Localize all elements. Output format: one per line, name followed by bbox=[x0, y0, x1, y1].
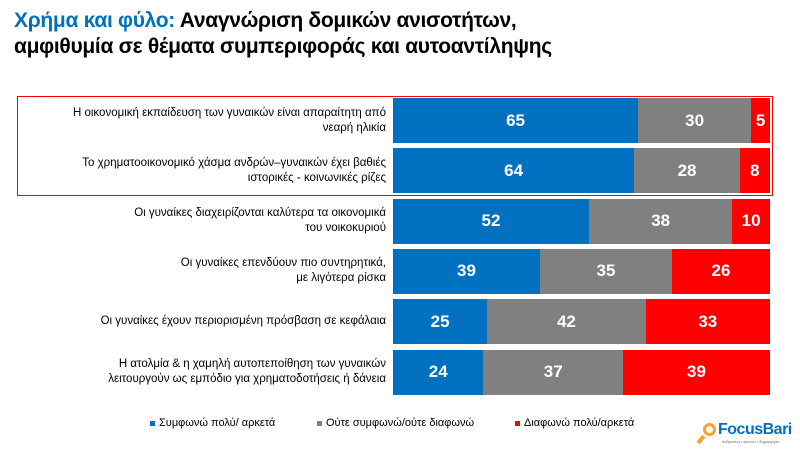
legend-swatch bbox=[317, 420, 322, 426]
data-label: 38 bbox=[651, 211, 671, 231]
category-label: Η ατολμία & η χαμηλή αυτοπεποίθηση των γ… bbox=[20, 350, 386, 395]
data-label: 26 bbox=[711, 261, 731, 281]
title-highlight: Χρήμα και φύλο: bbox=[14, 9, 175, 32]
category-label-line: λειτουργούν ως εμπόδιο για χρηματοδοτήσε… bbox=[108, 373, 386, 385]
category-label-line: Οι γυναίκες έχουν περιορισμένη πρόσβαση … bbox=[100, 315, 386, 328]
bar-segment: 25 bbox=[393, 299, 488, 345]
data-label: 37 bbox=[543, 362, 563, 381]
bar-segment: 30 bbox=[638, 98, 752, 143]
data-label: 35 bbox=[596, 261, 616, 281]
data-label: 33 bbox=[698, 311, 718, 331]
legend-item: Ούτε συμφωνώ/ούτε διαφωνώ bbox=[317, 417, 474, 429]
title-line2: αμφιθυμία σε θέματα συμπεριφοράς και αυτ… bbox=[14, 35, 552, 58]
data-label: 24 bbox=[428, 362, 448, 381]
category-label-line: με λιγότερα ρίσκα bbox=[296, 272, 386, 285]
bar-segment: 65 bbox=[393, 98, 639, 143]
bar-segment: 39 bbox=[393, 248, 541, 294]
data-label: 30 bbox=[685, 110, 705, 130]
category-label-line: Η ατολμία & η χαμηλή αυτοπεποίθηση των γ… bbox=[118, 358, 386, 370]
magnifier-handle bbox=[696, 434, 706, 445]
logo-name: FocusBari bbox=[718, 421, 792, 438]
data-label: 25 bbox=[430, 311, 450, 331]
category-label-line: Οι γυναίκες επενδύουν πιο συντηρητικά, bbox=[180, 257, 386, 270]
legend-label: Συμφωνώ πολύ/ αρκετά bbox=[159, 417, 276, 429]
title-line1: Αναγνώριση δομικών ανισοτήτων, bbox=[175, 9, 517, 32]
bar-segment: 10 bbox=[732, 198, 770, 244]
category-label: Το χρηματοοικονομικό χάσμα ανδρών–γυναικ… bbox=[20, 148, 386, 193]
legend-item: Συμφωνώ πολύ/ αρκετά bbox=[150, 417, 275, 429]
legend-item: Διαφωνώ πολύ/αρκετά bbox=[515, 417, 634, 429]
legend-swatch bbox=[150, 420, 155, 426]
page-title: Χρήμα και φύλο: Αναγνώριση δομικών ανισο… bbox=[14, 8, 552, 60]
data-label: 65 bbox=[506, 110, 525, 130]
data-label: 39 bbox=[457, 261, 476, 281]
bar-segment: 52 bbox=[393, 198, 590, 244]
legend-label: Διαφωνώ πολύ/αρκετά bbox=[524, 417, 635, 429]
bar-segment: 33 bbox=[645, 299, 770, 345]
data-label: 5 bbox=[755, 110, 766, 130]
bar-segment: 28 bbox=[634, 148, 740, 194]
category-label-line: Το χρηματοοικονομικό χάσμα ανδρών–γυναικ… bbox=[82, 156, 386, 169]
bar-segment: 8 bbox=[739, 148, 770, 194]
bar-segment: 35 bbox=[540, 248, 672, 294]
data-label: 8 bbox=[750, 160, 760, 180]
data-label: 52 bbox=[481, 211, 501, 231]
bar-segment: 64 bbox=[393, 148, 635, 194]
category-label-line: νεαρή ηλικία bbox=[322, 121, 386, 134]
category-label: Η οικονομική εκπαίδευση των γυναικών είν… bbox=[20, 98, 386, 143]
bar-segment: 26 bbox=[671, 248, 770, 294]
stacked-bar-chart: Η οικονομική εκπαίδευση των γυναικών είν… bbox=[20, 98, 770, 395]
data-label: 10 bbox=[741, 211, 761, 231]
data-label: 42 bbox=[556, 311, 576, 331]
data-label: 64 bbox=[504, 160, 524, 180]
category-label-line: Η οικονομική εκπαίδευση των γυναικών είν… bbox=[72, 106, 386, 119]
category-label: Οι γυναίκες έχουν περιορισμένη πρόσβαση … bbox=[20, 299, 386, 344]
logo-tagline: άνθρωποι • έρευνα • δημιουργία bbox=[722, 439, 779, 444]
category-label-line: ιστορικές - κοινωνικές ρίζες bbox=[247, 171, 386, 184]
bar-segment: 5 bbox=[751, 98, 770, 143]
highlight-box bbox=[17, 96, 773, 196]
bar-segment: 38 bbox=[589, 198, 733, 244]
category-label-line: Οι γυναίκες διαχειρίζονται καλύτερα τα ο… bbox=[134, 207, 386, 220]
category-label: Οι γυναίκες επενδύουν πιο συντηρητικά, με… bbox=[20, 249, 386, 294]
legend-label: Ούτε συμφωνώ/ούτε διαφωνώ bbox=[326, 417, 475, 429]
legend-swatch bbox=[515, 420, 520, 426]
bar-segment: 24 bbox=[393, 349, 484, 395]
bar-segment: 42 bbox=[487, 299, 646, 345]
bar-segment: 39 bbox=[622, 349, 770, 395]
category-label-line: του νοικοκυριού bbox=[305, 222, 386, 235]
magnifier-icon bbox=[703, 423, 716, 436]
data-label: 28 bbox=[677, 160, 697, 180]
category-label: Οι γυναίκες διαχειρίζονται καλύτερα τα ο… bbox=[20, 199, 386, 244]
bar-segment: 37 bbox=[483, 349, 623, 395]
data-label: 39 bbox=[687, 362, 706, 381]
